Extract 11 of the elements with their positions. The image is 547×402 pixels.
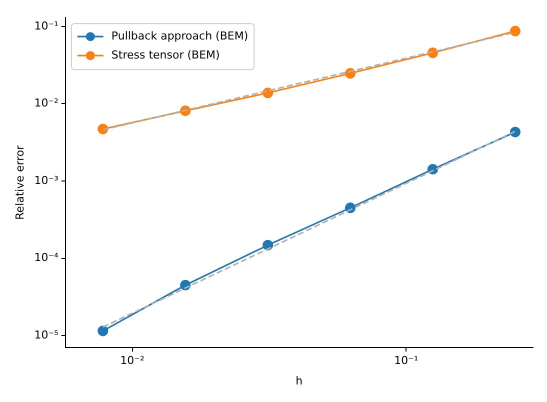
point [98, 326, 108, 336]
y-axis-title: Relative error [13, 144, 26, 220]
y-tick-label: 10⁻³ [34, 174, 58, 187]
y-tick-label: 10⁻¹ [34, 19, 58, 32]
y-tick-label: 10⁻⁴ [34, 251, 59, 264]
y-tick-label: 10⁻² [34, 96, 58, 110]
legend-label: Pullback approach (BEM) [111, 29, 248, 42]
legend-label: Stress tensor (BEM) [111, 48, 220, 62]
y-tick-label: 10⁻⁵ [34, 328, 58, 342]
x-axis-title: h [296, 374, 303, 388]
point [510, 26, 521, 36]
